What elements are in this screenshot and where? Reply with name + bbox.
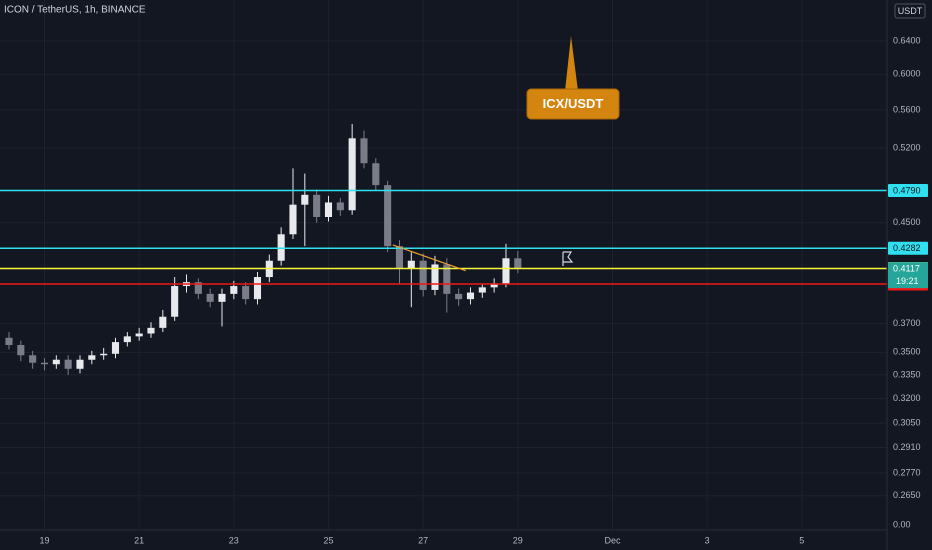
y-tick-label: 0.6000 [893,69,921,79]
x-tick-label: 25 [323,535,333,545]
annotation-box [526,88,620,120]
candle-body [147,327,155,334]
candle-body [159,316,167,328]
candle-body [100,353,108,356]
candle-body [17,345,25,356]
annotation-pointer [565,36,578,91]
y-tick-label: 0.6400 [893,35,921,45]
candle-body [230,286,238,294]
price-label-box [888,241,928,255]
candle-body [360,138,368,164]
y-tick-label: 0.2770 [893,467,921,477]
candle-body [407,260,415,269]
candle-body [384,185,392,247]
countdown-label: 19:21 [896,276,919,286]
x-tick-label: 21 [134,535,144,545]
candle-body [123,336,131,343]
current-price-box [888,262,928,289]
x-tick-label: 29 [513,535,523,545]
candle-body [348,138,356,211]
x-tick-label: 23 [229,535,239,545]
candles [5,123,522,375]
candle-body [324,202,333,217]
currency-box[interactable] [894,3,926,19]
candle-body [431,264,439,290]
y-tick-label: 0.3200 [893,393,921,403]
candle-body [301,194,309,205]
flag-icon[interactable] [562,251,574,266]
y-tick-label: 0.2910 [893,442,921,452]
candle-body [64,359,72,369]
annotation: ICX/USDT [526,36,620,120]
trend-line [392,244,466,272]
candle-body [171,286,179,317]
candle-body [490,283,498,288]
candle-body [135,333,143,337]
price-label: 0.4282 [893,243,921,253]
candle-body [372,163,380,186]
x-tick-label: 27 [418,535,428,545]
candle-body [40,362,49,365]
y-tick-label: 0.3700 [893,318,921,328]
current-price-label: 0.4117 [893,263,920,273]
candle-body [218,293,226,302]
candle-body [455,293,463,300]
x-tick-label: 19 [39,535,49,545]
candle-body [313,194,321,217]
levels [0,189,887,285]
y-tick-label: 0.4500 [893,217,921,227]
currency-label[interactable]: USDT [898,6,923,16]
y-tick-label: 0.3050 [893,418,921,428]
candle-body [478,287,486,293]
volume-scale-label: 0.00 [893,519,911,529]
candle-body [194,282,202,294]
candle-body [514,258,522,269]
price-label-box [888,183,928,197]
candle-body [5,337,13,346]
y-tick-label: 0.5200 [893,143,921,153]
y-tick-label: 0.3500 [893,347,921,357]
candle-body [277,234,285,261]
candle-body [419,260,427,290]
y-tick-label: 0.3350 [893,369,921,379]
candle-body [52,359,60,365]
chart-title: ICON / TetherUS, 1h, BINANCE [4,5,146,16]
candle-body [466,292,475,300]
candle-body [206,293,214,302]
candle-body [29,355,37,363]
candle-body [253,277,262,300]
x-tick-label: 5 [799,535,804,545]
x-tick-label: Dec [604,535,621,545]
annotation-text: ICX/USDT [543,96,604,111]
candle-body [502,258,510,284]
candle-body [336,202,344,211]
y-tick-label: 0.5600 [893,104,921,114]
price-label: 0.4790 [893,185,921,195]
y-tick-label: 0.2650 [893,490,921,500]
x-tick-label: 3 [705,535,710,545]
candle-body [88,355,96,360]
candle-body [443,264,451,294]
candle-body [111,342,120,354]
candle-body [395,246,404,269]
candle-body [242,286,250,300]
candle-body [76,359,84,369]
candle-body [289,204,297,235]
